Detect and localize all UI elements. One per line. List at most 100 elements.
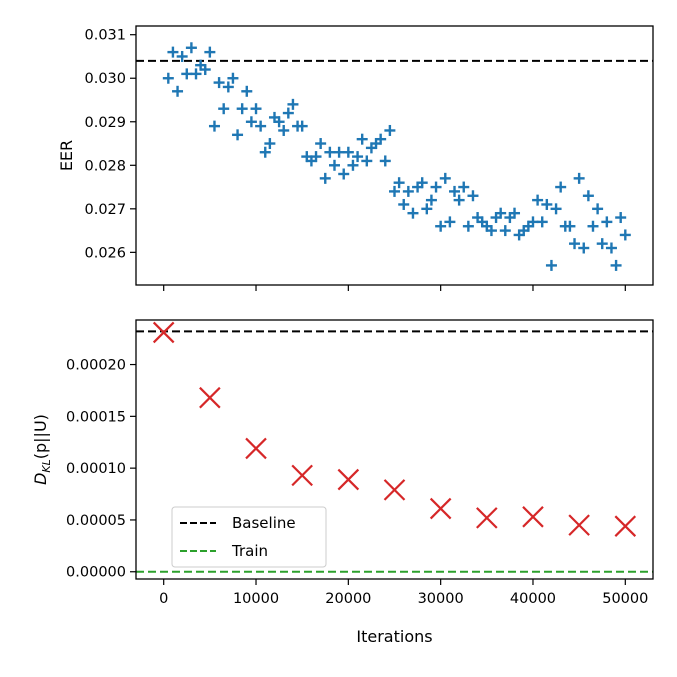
dkl-y-tick-label: 0.00015 [66,409,126,425]
eer-point [287,98,299,110]
eer-point [495,207,507,219]
eer-point [264,138,276,150]
eer-point [393,177,405,189]
eer-point [578,242,590,254]
dkl-y-ticks: 0.00000 0.00005 0.00010 0.00015 0.00020 [66,358,136,581]
eer-point [278,124,290,136]
eer-point [449,185,461,197]
eer-point [213,77,225,89]
dkl-y-tick-label: 0.00005 [66,513,126,529]
eer-point [347,159,359,171]
eer-x-ticks [163,285,626,291]
dkl-point [429,497,452,520]
dkl-y-tick-label: 0.00000 [66,565,126,581]
eer-point [319,172,331,184]
dkl-y-tick-label: 0.00010 [66,461,126,477]
eer-y-ticks: 0.026 0.027 0.028 0.029 0.030 0.031 [84,28,136,261]
eer-point [564,220,576,232]
eer-point [527,216,539,228]
eer-point [190,68,202,80]
eer-point [185,42,197,54]
dkl-x-tick-label: 40000 [510,591,556,607]
dkl-x-ticks: 0 10000 20000 30000 40000 50000 [159,579,648,607]
eer-point [172,85,184,97]
eer-point [398,198,410,210]
eer-point [458,181,470,193]
dkl-point [199,386,221,409]
dkl-y-tick-label: 0.00020 [66,358,126,374]
eer-point [430,181,442,193]
eer-point [218,103,230,115]
eer-point [605,242,617,254]
eer-point [596,238,608,250]
eer-point [550,203,562,215]
dkl-y-label-subscript: KL [40,459,53,472]
eer-point [509,207,521,219]
eer-point [181,68,193,80]
eer-y-tick-label: 0.027 [84,202,126,218]
eer-y-tick-label: 0.030 [84,71,126,87]
eer-y-axis-label: EER [57,140,76,171]
eer-point [208,120,220,132]
eer-point [384,124,396,136]
eer-point [222,81,234,93]
eer-point [485,225,497,237]
eer-point [569,238,581,250]
eer-point [402,185,414,197]
eer-point [582,190,594,202]
eer-point [439,172,451,184]
dkl-point [337,468,360,491]
eer-point [342,146,354,158]
dkl-point [568,514,590,536]
dkl-point [614,515,637,537]
eer-point [167,46,179,58]
eer-axes-frame [135,25,654,286]
eer-point [333,146,345,158]
eer-point [573,172,585,184]
dkl-point [476,507,498,529]
dkl-y-axis-label: DKL(p||U) [31,414,53,485]
eer-point [232,129,244,141]
eer-point [389,185,400,197]
eer-y-tick-label: 0.026 [84,245,126,261]
eer-point [273,116,285,128]
eer-point [315,138,327,150]
eer-point [310,151,322,163]
eer-point [407,207,419,219]
eer-point [444,216,456,228]
eer-point [555,181,567,193]
eer-point [361,155,373,167]
eer-point [467,190,479,202]
eer-point [162,72,174,84]
eer-point [462,220,474,232]
legend-label-baseline: Baseline [232,514,296,532]
dkl-point [152,321,175,344]
eer-point [421,203,433,215]
eer-point [259,146,271,158]
legend: Baseline Train [171,506,327,568]
eer-point [199,64,211,76]
eer-point [425,194,437,206]
eer-point [296,120,308,132]
eer-point [619,229,631,241]
eer-panel: 0.026 0.027 0.028 0.029 0.030 0.031 EER [57,25,654,291]
eer-point [282,107,294,119]
dkl-x-tick-label: 0 [159,591,168,607]
dkl-x-axis-label: Iterations [356,627,432,646]
eer-y-tick-label: 0.031 [84,28,126,44]
eer-point [499,225,511,237]
dkl-reference-lines [136,330,653,573]
eer-point [245,116,257,128]
dkl-axes-frame [135,319,654,580]
dkl-markers [152,321,637,537]
eer-point [176,50,188,62]
dkl-x-tick-label: 20000 [325,591,371,607]
eer-point [352,151,364,163]
eer-point [453,194,465,206]
eer-point [379,155,391,167]
dkl-y-label-suffix: (p||U) [31,414,50,459]
eer-point [532,194,544,206]
eer-point [241,85,253,97]
eer-point [541,198,553,210]
